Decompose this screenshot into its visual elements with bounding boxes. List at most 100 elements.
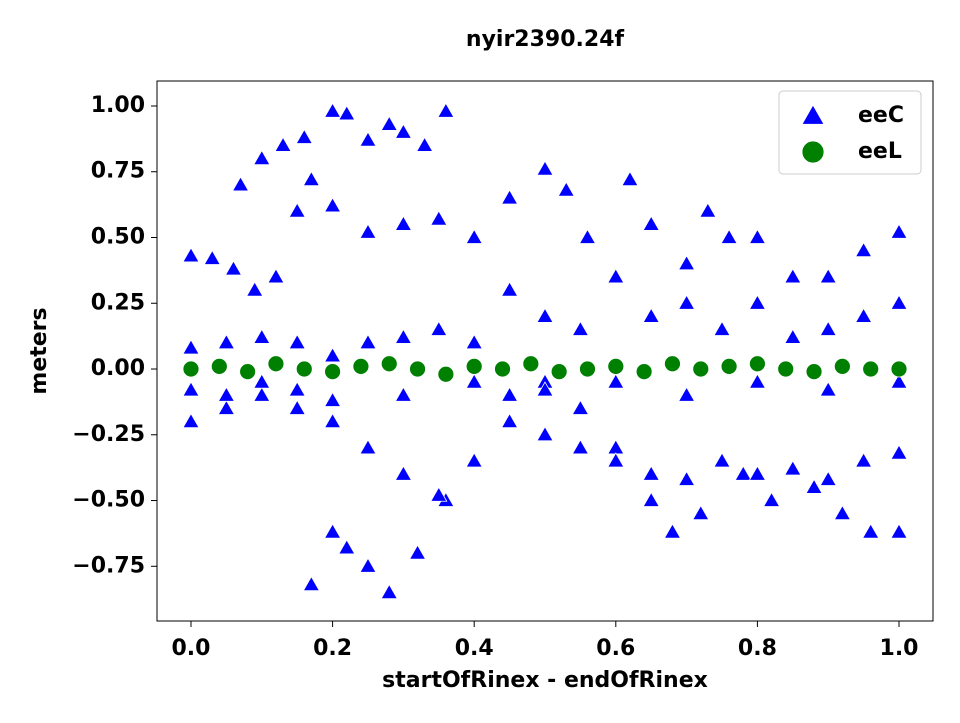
triangle-marker	[692, 504, 710, 521]
circle-marker	[465, 357, 483, 375]
circle-marker	[805, 363, 823, 381]
triangle-marker	[699, 202, 717, 218]
triangle-marker	[713, 452, 731, 468]
triangle-marker	[642, 215, 660, 231]
circle-marker	[437, 365, 455, 383]
y-axis-label: meters	[27, 307, 52, 394]
circle-marker	[550, 363, 568, 381]
x-tick-label: 0.4	[455, 636, 494, 661]
triangle-marker	[231, 176, 250, 192]
triangle-marker	[571, 439, 590, 455]
triangle-marker	[536, 160, 554, 176]
circle-marker	[295, 360, 313, 378]
triangle-marker	[819, 381, 837, 397]
triangle-marker	[500, 412, 519, 429]
triangle-marker	[500, 386, 519, 402]
triangle-marker	[359, 223, 377, 239]
triangle-marker	[748, 228, 767, 244]
circle-marker	[664, 355, 681, 373]
chart-title: nyir2390.24f	[466, 27, 625, 52]
circle-marker	[522, 355, 540, 373]
triangle-marker	[713, 320, 731, 336]
triangle-marker	[253, 373, 271, 389]
triangle-marker	[430, 486, 448, 502]
triangle-marker	[203, 249, 221, 265]
triangle-marker	[536, 307, 554, 323]
triangle-marker	[394, 123, 413, 139]
triangle-marker	[323, 412, 342, 429]
triangle-marker	[642, 491, 660, 507]
triangle-marker	[217, 386, 236, 402]
triangle-marker	[394, 328, 413, 344]
triangle-marker	[677, 470, 696, 486]
triangle-marker	[217, 399, 236, 415]
triangle-marker	[854, 452, 873, 468]
triangle-marker	[784, 460, 802, 476]
triangle-marker	[890, 444, 908, 460]
circle-marker	[579, 360, 596, 378]
x-tick-label: 0.6	[596, 636, 635, 661]
triangle-marker	[607, 452, 625, 468]
triangle-marker	[359, 557, 377, 573]
triangle-marker	[323, 523, 342, 539]
triangle-marker	[437, 102, 455, 118]
circle-marker	[409, 360, 426, 378]
triangle-marker	[246, 281, 264, 297]
legend-label: eeL	[858, 139, 902, 164]
y-tick-label: 0.50	[91, 225, 145, 250]
plot-frame	[156, 80, 934, 622]
circle-marker	[833, 357, 851, 375]
triangle-marker	[578, 228, 597, 244]
triangle-marker	[394, 465, 413, 481]
triangle-marker	[720, 228, 738, 244]
triangle-marker	[394, 215, 413, 231]
triangle-marker	[801, 104, 825, 125]
triangle-marker	[890, 294, 908, 310]
triangle-marker	[415, 136, 434, 152]
triangle-marker	[408, 544, 427, 560]
triangle-marker	[359, 131, 377, 147]
circle-marker	[380, 355, 398, 373]
triangle-marker	[890, 373, 908, 389]
triangle-marker	[253, 328, 271, 344]
triangle-marker	[217, 333, 236, 350]
circle-marker	[494, 360, 511, 378]
y-tick-label: −0.50	[72, 488, 145, 513]
y-tick-label: 1.00	[91, 93, 145, 118]
triangle-marker	[323, 197, 342, 213]
triangle-marker	[465, 228, 483, 244]
triangle-marker	[748, 294, 767, 310]
triangle-marker	[819, 320, 837, 336]
triangle-marker	[536, 425, 554, 442]
x-tick-label: 0.2	[313, 636, 352, 661]
circle-marker	[801, 140, 825, 164]
triangle-marker	[890, 223, 908, 239]
triangle-marker	[288, 399, 306, 415]
triangle-marker	[607, 439, 625, 455]
triangle-marker	[288, 333, 306, 350]
triangle-marker	[500, 281, 519, 297]
triangle-marker	[642, 307, 660, 323]
triangle-marker	[182, 381, 200, 397]
triangle-marker	[224, 260, 243, 276]
y-tick-label: 0.00	[91, 356, 145, 381]
triangle-marker	[500, 189, 519, 205]
triangle-marker	[338, 105, 356, 121]
circle-marker	[692, 360, 710, 378]
triangle-marker	[734, 465, 752, 481]
circle-marker	[607, 357, 625, 375]
circle-marker	[777, 360, 795, 378]
triangle-marker	[302, 575, 321, 592]
circle-marker	[720, 357, 738, 375]
triangle-marker	[380, 583, 398, 599]
triangle-marker	[288, 381, 306, 397]
triangle-marker	[784, 268, 802, 284]
triangle-marker	[748, 465, 767, 481]
triangle-marker	[359, 333, 377, 350]
circle-marker	[749, 355, 766, 373]
triangle-marker	[465, 333, 483, 350]
circle-marker	[352, 357, 370, 375]
triangle-marker	[890, 523, 908, 539]
triangle-marker	[536, 381, 554, 397]
triangle-marker	[323, 391, 342, 407]
